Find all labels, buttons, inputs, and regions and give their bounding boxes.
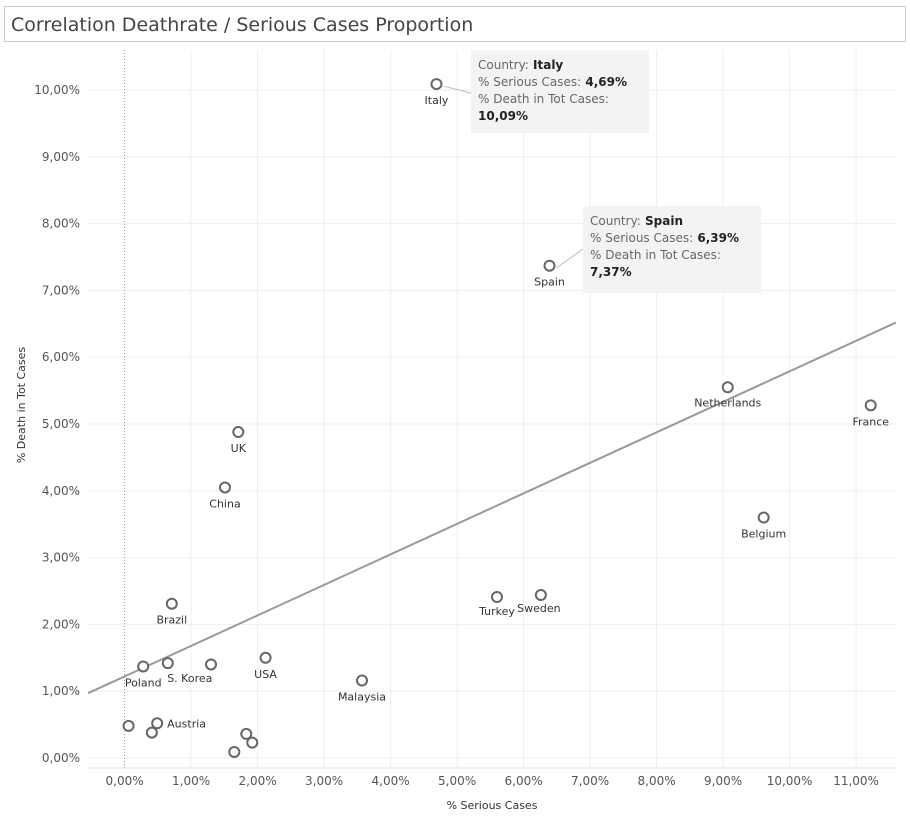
x-tick-label: 0,00% [106, 774, 144, 788]
data-point [151, 717, 164, 730]
data-point [161, 657, 174, 670]
tooltip-value: 6,39% [693, 231, 739, 245]
data-point [246, 736, 259, 749]
y-tick-label: 3,00% [42, 551, 80, 565]
tooltip-box [471, 50, 649, 133]
data-point [864, 399, 877, 412]
tooltip-label: % Death in Tot Cases: [590, 248, 721, 262]
x-tick-label: 11,00% [833, 774, 879, 788]
tooltip: Country: Spain % Serious Cases: 6,39% % De… [556, 206, 761, 293]
point-label: Malaysia [338, 691, 386, 704]
data-point [240, 727, 253, 740]
data-point [165, 597, 178, 610]
data-point [534, 589, 547, 602]
tooltip-label: % Death in Tot Cases: [478, 92, 609, 106]
x-tick-label: 6,00% [505, 774, 543, 788]
point-label: Poland [125, 676, 162, 689]
y-tick-label: 1,00% [42, 684, 80, 698]
tooltip-label: % Serious Cases: 4,69% [478, 75, 627, 89]
data-point [228, 745, 241, 758]
data-point [355, 674, 368, 687]
tooltip: Country: Italy % Serious Cases: 4,69% % De… [443, 50, 649, 133]
tooltip-label: % Serious Cases: 6,39% [590, 231, 739, 245]
y-axis-title: % Death in Tot Cases [15, 347, 28, 464]
y-tick-label: 0,00% [42, 751, 80, 765]
data-point [122, 719, 135, 732]
y-tick-label: 4,00% [42, 484, 80, 498]
tooltip-value: Italy [529, 58, 564, 72]
tooltip-box [583, 206, 761, 293]
data-point [430, 78, 443, 91]
point-label: France [852, 415, 889, 428]
data-point [757, 511, 770, 524]
tooltip-value: 7,37% [590, 265, 632, 279]
point-label: Italy [425, 94, 449, 107]
x-axis-title: % Serious Cases [447, 799, 538, 812]
y-tick-label: 7,00% [42, 283, 80, 297]
x-tick-label: 2,00% [239, 774, 277, 788]
x-tick-label: 1,00% [172, 774, 210, 788]
y-tick-label: 10,00% [34, 83, 80, 97]
data-point [137, 660, 150, 673]
trend-layer [87, 321, 897, 695]
point-label: Brazil [156, 614, 187, 627]
point-label: UK [231, 442, 247, 455]
y-tick-label: 8,00% [42, 217, 80, 231]
point-label: Belgium [741, 528, 786, 541]
tooltip-connector [443, 85, 472, 94]
tooltip-value: 4,69% [581, 75, 627, 89]
data-point [145, 726, 158, 739]
tooltip-layer: Country: Italy % Serious Cases: 4,69% % De… [443, 50, 761, 293]
y-tick-label: 2,00% [42, 617, 80, 631]
tooltip-value: 10,09% [478, 109, 528, 123]
data-point [721, 381, 734, 394]
x-tick-label: 9,00% [704, 774, 742, 788]
data-point [218, 481, 231, 494]
x-tick-label: 4,00% [372, 774, 410, 788]
point-label: Spain [534, 276, 565, 289]
point-layer: Italy Spain Netherlands France UK China Belgiu… [122, 78, 889, 758]
chart-title-box: Correlation Deathrate / Serious Cases Pr… [4, 6, 906, 42]
axis-layer: 0,00% 1,00% 2,00% 3,00% 4,00% 5,00% 6,00% 7,00%… [34, 83, 896, 788]
point-label: China [209, 497, 240, 510]
x-tick-label: 7,00% [571, 774, 609, 788]
tooltip-connector [556, 248, 584, 269]
data-point [490, 591, 503, 604]
point-label: Sweden [517, 602, 560, 615]
tooltip-label: Country: Spain [590, 214, 683, 228]
data-point [543, 259, 556, 272]
chart-title: Correlation Deathrate / Serious Cases Pr… [11, 14, 474, 36]
tooltip-label: Country: Italy [478, 58, 563, 72]
point-label: Turkey [478, 605, 515, 618]
point-label: S. Korea [167, 672, 212, 685]
y-tick-label: 6,00% [42, 350, 80, 364]
point-label: Netherlands [694, 396, 761, 409]
point-label: USA [254, 668, 277, 681]
point-label: Austria [167, 717, 206, 730]
data-point [259, 651, 272, 664]
data-point [232, 426, 245, 439]
y-tick-label: 9,00% [42, 150, 80, 164]
x-tick-label: 3,00% [305, 774, 343, 788]
tooltip-value: Spain [641, 214, 683, 228]
x-tick-label: 8,00% [638, 774, 676, 788]
y-tick-label: 5,00% [42, 417, 80, 431]
data-point [205, 658, 218, 671]
trend-line [87, 321, 897, 695]
x-tick-label: 5,00% [438, 774, 476, 788]
x-tick-label: 10,00% [767, 774, 813, 788]
